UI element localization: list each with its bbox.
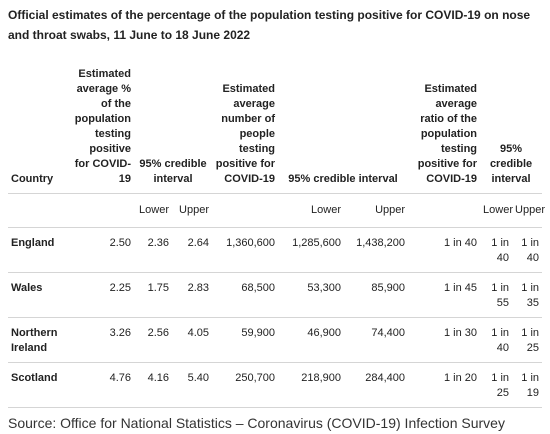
number-cell: 59,900 [212,316,279,362]
percentage-cell: 2.50 [70,226,134,272]
ratio-cell: 1 in 30 [408,316,481,362]
header-credible-interval-ratio: 95% credible interval [480,51,543,194]
number-upper-cell: 1,438,200 [344,226,409,272]
percentage-cell: 3.26 [70,316,134,362]
percentage-cell: 4.76 [70,361,134,408]
subheader-lower: Lower [483,204,513,216]
table-row: England 2.50 2.36 2.64 1,360,600 1,285,6… [8,226,543,272]
table-row: Northern Ireland 3.26 2.56 4.05 59,900 4… [8,316,543,362]
ratio-cell: 1 in 20 [408,361,481,408]
ratio-upper-cell: 1 in 25 [512,316,543,362]
header-credible-interval-percentage: 95% credible interval [134,51,213,194]
number-cell: 68,500 [212,271,279,317]
subheader-lower: Lower [139,204,169,216]
percentage-cell: 2.25 [70,271,134,317]
ratio-lower-cell: 1 in 40 [480,226,513,272]
ratio-lower-cell: 1 in 55 [480,271,513,317]
header-country: Country [8,51,70,194]
number-lower-cell: 1,285,600 [278,226,345,272]
table-title: Official estimates of the percentage of … [8,8,531,42]
estimates-table: Country Estimated average % of the popul… [8,51,545,408]
ratio-lower-cell: 1 in 40 [480,316,513,362]
header-ratio: Estimated average ratio of the populatio… [408,51,481,194]
country-cell: Wales [8,271,70,317]
header-percentage: Estimated average % of the population te… [70,51,134,194]
header-number: Estimated average number of people testi… [212,51,279,194]
country-cell: England [8,226,70,272]
percentage-upper-cell: 5.40 [172,361,213,408]
ratio-upper-cell: 1 in 35 [512,271,543,317]
subheader-upper: Upper [515,204,545,216]
source-note: Source: Office for National Statistics –… [8,414,505,431]
table-row: Wales 2.25 1.75 2.83 68,500 53,300 85,90… [8,271,543,317]
ratio-upper-cell: 1 in 19 [512,361,543,408]
percentage-lower-cell: 1.75 [134,271,172,317]
country-cell: Scotland [8,361,70,408]
number-upper-cell: 85,900 [344,271,409,317]
number-upper-cell: 284,400 [344,361,409,408]
number-lower-cell: 53,300 [278,271,345,317]
ratio-cell: 1 in 40 [408,226,481,272]
country-cell: Northern Ireland [8,316,70,362]
subheader-upper: Upper [375,204,406,216]
percentage-upper-cell: 2.83 [172,271,213,317]
ratio-cell: 1 in 45 [408,271,481,317]
ratio-upper-cell: 1 in 40 [512,226,543,272]
number-cell: 1,360,600 [212,226,279,272]
number-cell: 250,700 [212,361,279,408]
subheader-lower: Lower [311,204,342,216]
percentage-upper-cell: 2.64 [172,226,213,272]
header-row: Country Estimated average % of the popul… [8,51,543,194]
number-lower-cell: 218,900 [278,361,345,408]
subheader-row: Lower Upper Lower Upper Lower Upper [8,193,545,227]
percentage-upper-cell: 4.05 [172,316,213,362]
percentage-lower-cell: 2.36 [134,226,172,272]
table-row: Scotland 4.76 4.16 5.40 250,700 218,900 … [8,361,543,408]
number-upper-cell: 74,400 [344,316,409,362]
percentage-lower-cell: 2.56 [134,316,172,362]
ratio-lower-cell: 1 in 25 [480,361,513,408]
header-credible-interval-number: 95% credible interval [278,51,409,194]
subheader-upper: Upper [179,204,210,216]
percentage-lower-cell: 4.16 [134,361,172,408]
number-lower-cell: 46,900 [278,316,345,362]
